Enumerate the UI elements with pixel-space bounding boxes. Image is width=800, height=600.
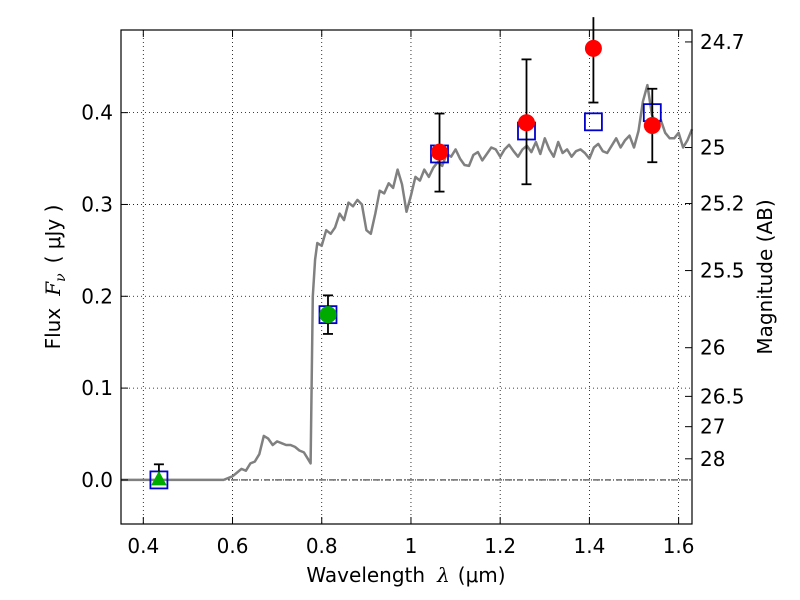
y-tick-label: 0.0 <box>81 468 113 492</box>
detection-circle <box>431 143 449 161</box>
x-axis-ticks: 0.4 0.6 0.8 1 1.2 1.4 1.6 <box>127 30 695 558</box>
x-tick-label: 1.2 <box>484 534 516 558</box>
plot-border <box>120 29 693 525</box>
x-axis-label-unit: (μm) <box>458 563 506 587</box>
x-tick-label: 0.6 <box>217 534 249 558</box>
y-tick-label: 0.2 <box>81 284 113 308</box>
y-axis-label: Flux Fν ( μJy ) <box>41 205 69 350</box>
model-sed-line <box>121 83 694 482</box>
x-tick-label: 1.4 <box>573 534 605 558</box>
x-tick-label: 0.4 <box>127 534 159 558</box>
y-axis-label-subscript: ν <box>53 273 69 282</box>
y-tick-label: 0.1 <box>81 376 113 400</box>
green-triangle-point <box>151 470 167 486</box>
y2-tick-label: 25.2 <box>700 192 745 216</box>
y-axis-label-symbol: F <box>41 281 65 297</box>
y-axis-label-unit: ( μJy ) <box>41 205 65 264</box>
model-sed-layer <box>121 83 694 482</box>
y2-tick-label: 26 <box>700 336 725 360</box>
x-tick-label: 1 <box>405 534 418 558</box>
y-axis-ticks: 0.0 0.1 0.2 0.3 0.4 <box>81 101 128 492</box>
y2-tick-label: 24.7 <box>700 30 745 54</box>
y2-tick-label: 28 <box>700 447 725 471</box>
y-axis-label-prefix: Flux <box>41 308 65 350</box>
detection-circle <box>517 114 535 132</box>
green-circle-point <box>319 306 337 324</box>
plot-frame <box>120 29 693 525</box>
detection-circle <box>643 116 661 134</box>
y2-tick-label: 25.5 <box>700 259 745 283</box>
x-axis-label: Wavelength λ (μm) <box>306 563 505 587</box>
grid <box>121 30 692 524</box>
y2-tick-label: 26.5 <box>700 384 745 408</box>
y2-tick-label: 25 <box>700 136 725 160</box>
y-tick-label: 0.3 <box>81 192 113 216</box>
y2-axis-label: Magnitude (AB) <box>753 199 777 354</box>
y-tick-label: 0.4 <box>81 101 113 125</box>
y2-tick-label: 27 <box>700 415 725 439</box>
y2-axis-ticks: 24.7 25 25.2 25.5 26 26.5 27 28 <box>685 30 745 471</box>
marker-layer <box>149 17 662 490</box>
x-axis-label-symbol: λ <box>436 563 450 587</box>
detection-circle <box>584 39 602 57</box>
predicted-flux-square <box>584 112 603 132</box>
x-axis-label-prefix: Wavelength <box>306 563 425 587</box>
x-tick-label: 1.6 <box>663 534 695 558</box>
x-tick-label: 0.8 <box>306 534 338 558</box>
